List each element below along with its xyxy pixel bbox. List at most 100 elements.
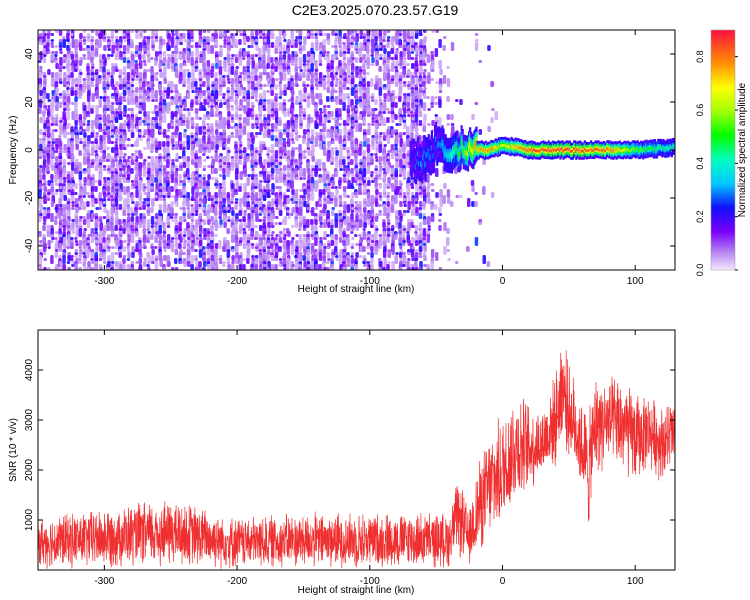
spectrogram-cell [214, 228, 218, 231]
spectrogram-cell [74, 87, 79, 90]
spectrogram-cell [79, 138, 83, 141]
spectrogram-cell [254, 264, 259, 270]
spectrogram-cell [330, 129, 334, 138]
spectrogram-cell [91, 84, 95, 87]
spectrogram-cell [423, 69, 427, 72]
spectrogram-cell [91, 204, 95, 207]
spectrogram-cell [138, 54, 142, 60]
spectrogram-cell [254, 120, 259, 123]
spectrogram-cell [262, 33, 266, 36]
spectrogram-cell [394, 189, 398, 195]
spectrogram-cell [314, 60, 318, 66]
spectrogram-cell [258, 114, 262, 117]
spectrogram-cell [370, 78, 374, 87]
spectrogram-cell [315, 186, 319, 189]
spectrogram-cell [150, 150, 154, 153]
spectrogram-cell [386, 201, 391, 207]
spectrogram-cell [338, 114, 342, 117]
spectrogram-cell [182, 84, 186, 87]
spectrogram-cell [319, 222, 323, 225]
spectrogram-cell [371, 135, 375, 138]
spectrogram-cell [374, 216, 379, 222]
spectrogram-cell [74, 192, 78, 195]
spectrogram-cell [350, 72, 354, 75]
spectrogram-cell [58, 96, 63, 99]
spectrogram-cell [446, 123, 450, 126]
spectrogram-cell [74, 60, 79, 63]
spectrogram-cell [66, 93, 71, 96]
spectrogram-cell [403, 177, 407, 180]
spectrogram-cell [155, 216, 159, 219]
spectrogram-cell [207, 174, 211, 180]
spectrogram-cell [203, 213, 207, 216]
spectrogram-cell [170, 90, 174, 93]
spectrogram-cell [339, 78, 343, 81]
spectrogram-cell [362, 54, 366, 60]
spectrogram-cell [378, 135, 382, 138]
spectrogram-cell [210, 99, 214, 102]
spectrogram-cell [322, 189, 326, 195]
spectrogram-cell [406, 252, 411, 255]
spectrogram-cell [78, 207, 82, 210]
spectrogram-cell [111, 183, 115, 186]
spectrogram-cell [410, 123, 414, 132]
spectrogram-cell [95, 123, 99, 129]
spectrogram-cell [242, 228, 246, 231]
spectrogram-cell [302, 117, 307, 120]
spectrogram-cell [351, 57, 355, 60]
spectrogram-cell [255, 126, 259, 129]
spectrogram-cell [78, 258, 82, 261]
spectrogram-cell [242, 57, 246, 60]
spectrogram-cell [198, 45, 202, 48]
spectrogram-cell [382, 123, 387, 126]
spectrogram-cell [218, 210, 223, 216]
spectrogram-cell [182, 147, 186, 150]
spectrogram-cell [122, 135, 126, 144]
spectrogram-cell [302, 108, 307, 111]
spectrogram-cell [42, 99, 46, 102]
spectrogram-cell [70, 186, 74, 189]
spectrogram-cell [55, 144, 59, 150]
spectrogram-cell [334, 219, 338, 228]
spectrogram-cell [418, 210, 423, 213]
spectrogram-cell [242, 90, 247, 96]
spectrogram-cell [106, 72, 111, 75]
spectrogram-cell [231, 54, 235, 57]
spectrogram-cell [51, 141, 55, 144]
spectrogram-cell [174, 237, 179, 240]
spectrogram-cell [62, 168, 67, 171]
spectrogram-cell [318, 63, 323, 66]
spectrogram-cell [74, 81, 79, 84]
spectrogram-cell [115, 69, 119, 72]
spectrogram-cell [42, 216, 47, 222]
spectrogram-cell [434, 114, 439, 117]
spectrogram-cell [74, 219, 79, 222]
spectrogram-cell [135, 144, 139, 147]
spectrogram-cell [43, 201, 47, 204]
spectrogram-cell [135, 33, 139, 39]
spectrogram-cell [278, 87, 283, 90]
spectrogram-cell [294, 198, 299, 201]
spectrogram-cell [66, 108, 71, 111]
spectrogram-cell [263, 177, 267, 180]
spectrogram-cell [251, 60, 255, 69]
spectrogram-cell [346, 150, 351, 153]
spectrogram-cell [99, 66, 103, 69]
spectrogram-cell [62, 39, 67, 48]
spectrogram-cell [330, 159, 335, 162]
spectrogram-cell [54, 192, 59, 195]
spectrogram-cell [279, 72, 283, 81]
spectrogram-cell [166, 225, 171, 228]
spectrogram-cell [166, 246, 171, 249]
spectrogram-cell [54, 54, 58, 57]
spectrogram-cell [326, 57, 331, 63]
spectrogram-cell [298, 66, 302, 69]
spectrogram-cell [322, 132, 326, 135]
spectrogram-cell [142, 225, 146, 228]
spectrogram-cell [358, 192, 362, 195]
spectrogram-cell [102, 87, 107, 90]
spectrogram-cell [230, 45, 234, 48]
spectrogram-cell [430, 249, 435, 258]
spectrogram-cell [346, 120, 350, 123]
spectrogram-cell [87, 153, 91, 156]
